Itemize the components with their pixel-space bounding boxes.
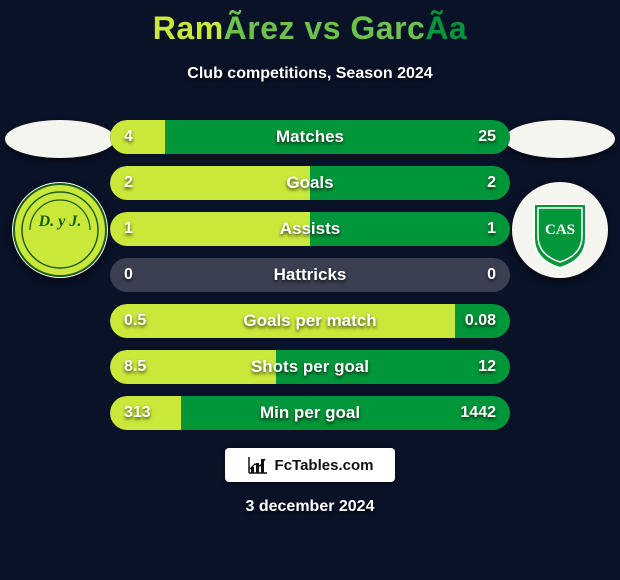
stat-label: Goals per match [110,311,510,331]
stat-label: Assists [110,219,510,239]
comparison-date: 3 december 2024 [0,498,620,516]
footer-brand-text: FcTables.com [275,457,374,474]
player-right-side: CAS [500,120,620,278]
player-right-ellipse [505,120,615,158]
footer-brand: FcTables.com [225,448,395,482]
stat-label: Goals [110,173,510,193]
svg-text:CAS: CAS [545,222,575,238]
stat-row: 4Matches25 [110,120,510,154]
stat-label: Hattricks [110,265,510,285]
badge-left-icon: D. y J. [12,182,108,278]
stat-label: Shots per goal [110,357,510,377]
svg-text:D. y J.: D. y J. [38,213,82,230]
stat-label: Min per goal [110,403,510,423]
stats-container: 4Matches25 2Goals2 1Assists1 0Hattricks0 0.5… [110,120,510,430]
stat-row: 8.5Shots per goal12 [110,350,510,384]
stat-row: 2Goals2 [110,166,510,200]
stat-value-right: 25 [478,128,496,146]
comparison-title: RamÃ­rez vs GarcÃ­a [0,0,620,47]
stat-value-right: 0 [487,266,496,284]
stat-value-right: 1 [487,220,496,238]
title-part: Ram [153,10,224,46]
player-right-badge: CAS [512,182,608,278]
stat-row: 0.5Goals per match0.08 [110,304,510,338]
title-part: Ã­rez vs Garc [224,10,426,46]
comparison-subtitle: Club competitions, Season 2024 [0,65,620,83]
badge-right-icon: CAS [512,182,608,278]
stat-row: 313Min per goal1442 [110,396,510,430]
stat-row: 0Hattricks0 [110,258,510,292]
stat-value-right: 12 [478,358,496,376]
stat-label: Matches [110,127,510,147]
stat-value-right: 0.08 [465,312,496,330]
player-left-side: D. y J. [0,120,120,278]
player-left-ellipse [5,120,115,158]
player-left-badge: D. y J. [12,182,108,278]
stat-value-right: 2 [487,174,496,192]
stat-value-right: 1442 [460,404,496,422]
stat-row: 1Assists1 [110,212,510,246]
chart-icon [247,455,269,475]
title-part: Ã­a [425,10,467,46]
